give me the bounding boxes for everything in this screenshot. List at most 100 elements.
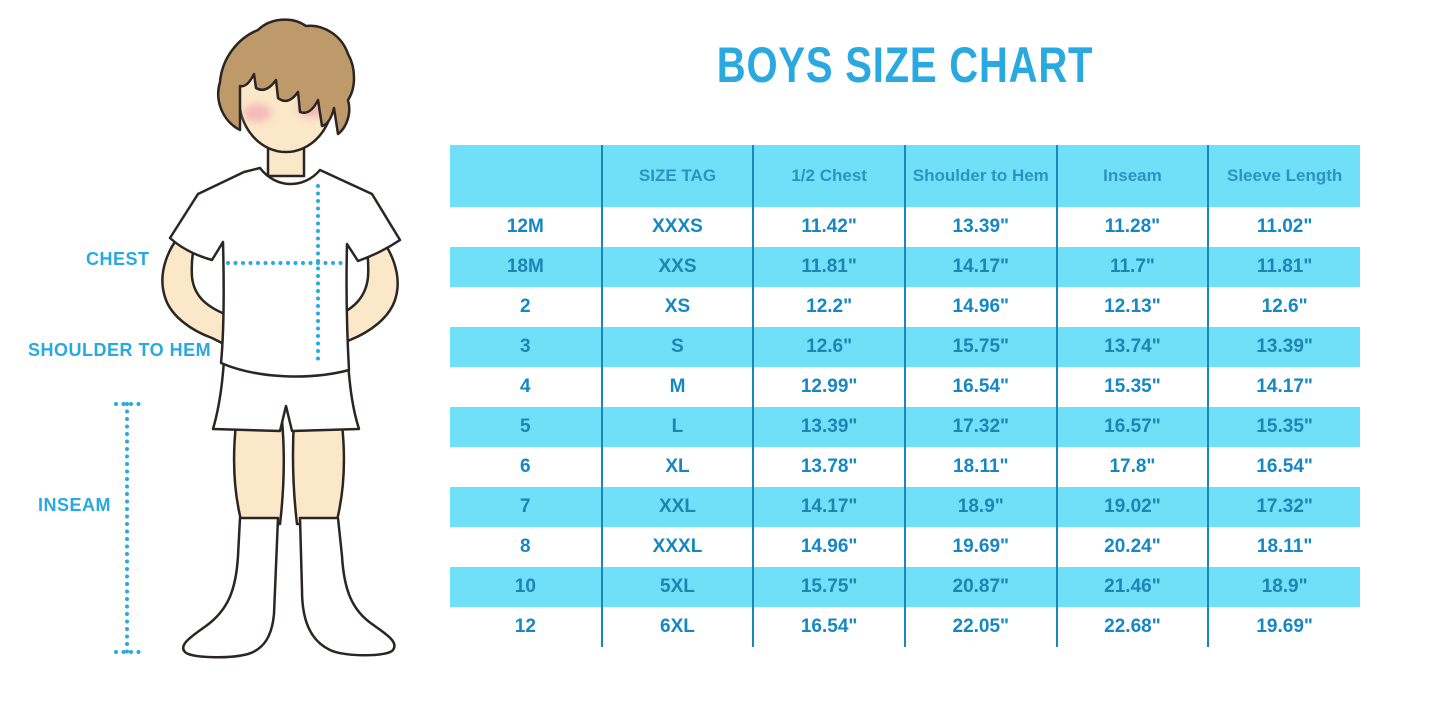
table-cell: 12: [514, 616, 536, 637]
table-cell: 20.87": [903, 567, 1057, 607]
table-header-row: SIZE TAG 1/2 Chest Shoulder to Hem Inseam Sl…: [450, 145, 1360, 207]
table-cell: 11.81": [752, 247, 905, 287]
table-cell: 18.9": [1207, 567, 1360, 607]
table-cell: 16.54": [1207, 447, 1360, 487]
boy-measurement-illustration: [114, 18, 402, 659]
table-cell: 15.75": [903, 327, 1057, 367]
table-cell: 14.17": [1207, 367, 1360, 407]
table-cell: 19.69": [903, 527, 1057, 567]
right-sock: [298, 516, 396, 657]
table-cell: 12M: [506, 216, 544, 237]
column-header: Inseam: [1055, 145, 1209, 207]
table-cell: 11.28": [1055, 207, 1209, 247]
table-cell: 14.17": [752, 487, 905, 527]
table-cell: 16.57": [1055, 407, 1209, 447]
column-header: [450, 145, 602, 207]
hair: [217, 18, 356, 136]
table-cell: 6XL: [600, 607, 754, 647]
left-arm: [161, 223, 232, 349]
table-cell: 15.35": [1207, 407, 1360, 447]
table-row: 18M XXS 11.81" 14.17" 11.7" 11.81": [450, 247, 1360, 287]
left-sock: [182, 516, 280, 659]
table-cell: 12.6": [1207, 287, 1360, 327]
size-table-body: 12M XXXS 11.42" 13.39" 11.28" 11.02" 18M XXS 11.…: [450, 207, 1360, 647]
table-cell: 18.9": [903, 487, 1057, 527]
table-cell: XXL: [600, 487, 754, 527]
table-cell: 6: [520, 456, 531, 477]
right-arm: [330, 226, 399, 350]
page-title: BOYS SIZE CHART: [716, 37, 1094, 93]
table-cell: 14.96": [752, 527, 905, 567]
table-row: 12M XXXS 11.42" 13.39" 11.28" 11.02": [450, 207, 1360, 247]
table-cell: 13.78": [752, 447, 905, 487]
table-cell: 13.39": [752, 407, 905, 447]
table-cell: 8: [520, 536, 531, 557]
column-header: Shoulder to Hem: [903, 145, 1057, 207]
table-cell: 12.2": [752, 287, 905, 327]
table-cell: XL: [600, 447, 754, 487]
table-cell: 5: [450, 407, 602, 447]
table-row: 7 XXL 14.17" 18.9" 19.02" 17.32": [450, 487, 1360, 527]
table-cell: 11.7": [1055, 247, 1209, 287]
table-row: 5 L 13.39" 17.32" 16.57" 15.35": [450, 407, 1360, 447]
size-table: SIZE TAG 1/2 Chest Shoulder to Hem Inseam Sl…: [450, 145, 1360, 647]
inseam-label: INSEAM: [38, 495, 112, 515]
table-cell: XXXS: [600, 207, 754, 247]
table-row: 12 6XL 16.54" 22.05" 22.68" 19.69": [450, 607, 1360, 647]
table-row: 2 XS 12.2" 14.96" 12.13" 12.6": [450, 287, 1360, 327]
table-cell: 22.68": [1055, 607, 1209, 647]
table-cell: 14.17": [903, 247, 1057, 287]
table-cell: 20.24": [1055, 527, 1209, 567]
table-cell: XS: [600, 287, 754, 327]
table-cell: 11.81": [1207, 247, 1360, 287]
table-cell: 15.75": [752, 567, 905, 607]
table-cell: 11.42": [752, 207, 905, 247]
table-row: 3 S 12.6" 15.75" 13.74" 13.39": [450, 327, 1360, 367]
t-shirt: [168, 166, 402, 378]
table-cell: 2: [520, 296, 531, 317]
shoulder-to-hem-label: SHOULDER TO HEM: [28, 340, 212, 360]
table-cell: 17.32": [1207, 487, 1360, 527]
table-cell: 16.54": [903, 367, 1057, 407]
table-cell: 5XL: [600, 567, 754, 607]
table-cell: 12.99": [752, 367, 905, 407]
table-cell: L: [600, 407, 754, 447]
table-cell: 11.02": [1207, 207, 1360, 247]
table-cell: 17.8": [1055, 447, 1209, 487]
table-row: 6 XL 13.78" 18.11" 17.8" 16.54": [450, 447, 1360, 487]
table-cell: 13.39": [1207, 327, 1360, 367]
table-row: 4 M 12.99" 16.54" 15.35" 14.17": [450, 367, 1360, 407]
table-cell: XXS: [600, 247, 754, 287]
table-cell: 13.39": [903, 207, 1057, 247]
table-cell: 13.74": [1055, 327, 1209, 367]
table-cell: 7: [450, 487, 602, 527]
table-row: 8 XXXL 14.96" 19.69" 20.24" 18.11": [450, 527, 1360, 567]
table-cell: S: [600, 327, 754, 367]
right-leg: [291, 418, 346, 526]
table-cell: 19.02": [1055, 487, 1209, 527]
table-cell: 21.46": [1055, 567, 1209, 607]
column-header: 1/2 Chest: [752, 145, 905, 207]
table-cell: M: [600, 367, 754, 407]
table-cell: 14.96": [903, 287, 1057, 327]
table-cell: 4: [520, 376, 531, 397]
table-cell: 18.11": [903, 447, 1057, 487]
column-header: SIZE TAG: [600, 145, 754, 207]
table-cell: 12.6": [752, 327, 905, 367]
table-cell: 18.11": [1207, 527, 1360, 567]
table-cell: 17.32": [903, 407, 1057, 447]
table-cell: 16.54": [752, 607, 905, 647]
chest-label: CHEST: [86, 249, 150, 269]
table-cell: 10: [450, 567, 602, 607]
column-header: Sleeve Length: [1207, 145, 1360, 207]
left-cheek-blush: [243, 104, 271, 122]
left-leg: [232, 418, 285, 526]
size-table-head: SIZE TAG 1/2 Chest Shoulder to Hem Inseam Sl…: [450, 145, 1360, 207]
table-row: 10 5XL 15.75" 20.87" 21.46" 18.9": [450, 567, 1360, 607]
table-cell: 12.13": [1055, 287, 1209, 327]
table-cell: 18M: [450, 247, 602, 287]
table-cell: 22.05": [903, 607, 1057, 647]
table-cell: 19.69": [1207, 607, 1360, 647]
table-cell: XXXL: [600, 527, 754, 567]
